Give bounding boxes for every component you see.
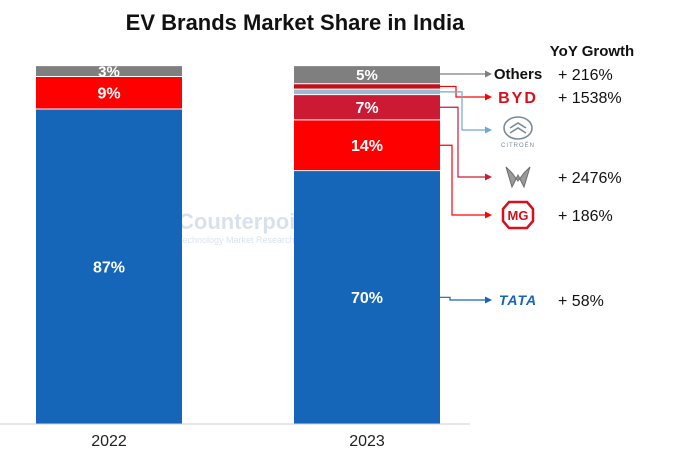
yoy-header: YoY Growth — [550, 43, 634, 60]
bar-segment-tata-2022 — [36, 109, 182, 424]
x-tick-labels: 2022 2023 — [91, 433, 385, 450]
brand-name-others: Others — [494, 66, 542, 83]
bar-segment-tata-2023 — [294, 170, 440, 424]
connector-tata — [440, 296, 485, 301]
arrow-head-icon — [485, 173, 492, 181]
watermark-tagline: Technology Market Research — [178, 235, 295, 245]
mg-octagon-icon — [501, 200, 535, 230]
brand-byd: BYD + 1538% — [498, 90, 622, 107]
yoy-growth-others: + 216% — [558, 67, 613, 84]
brand-mg: MG + 186% — [501, 200, 613, 230]
bars-layer: 87%9%3%70%14%7%5% — [36, 63, 440, 424]
connector-mg — [440, 144, 485, 216]
connector-citroen — [440, 91, 485, 131]
brand-mahindra: + 2476% — [505, 166, 622, 189]
arrow-head-icon — [485, 93, 492, 101]
connector-mahindra — [440, 106, 485, 178]
data-label-tata-2023: 70% — [351, 290, 383, 307]
connectors-layer — [440, 70, 492, 304]
brand-tata: TATA + 58% — [499, 292, 604, 310]
brand-citroen: CITROËN — [501, 116, 535, 149]
yoy-growth-tata: + 58% — [558, 293, 604, 310]
bar-segment-mg-2022 — [36, 76, 182, 110]
citroen-emblem-icon — [503, 116, 533, 140]
tata-logo: TATA — [499, 292, 537, 308]
mg-wordmark: MG — [508, 208, 529, 223]
yoy-growth-mahindra: + 2476% — [558, 170, 622, 187]
citroen-wordmark: CITROËN — [501, 142, 535, 149]
data-label-others-2023: 5% — [356, 67, 378, 84]
bar-segment-others-2023 — [294, 65, 440, 84]
arrow-head-icon — [485, 126, 492, 134]
data-label-mg-2022: 9% — [97, 86, 120, 103]
brand-others: Others + 216% — [494, 66, 613, 84]
x-tick-label-2023: 2023 — [349, 433, 385, 450]
chart-title: EV Brands Market Share in India — [126, 10, 465, 35]
yoy-legend: Others + 216% BYD + 1538% CITROËN + 2476% MG + … — [494, 66, 622, 310]
watermark-name: Counterpoint — [178, 209, 317, 234]
mahindra-logo — [505, 166, 531, 189]
bar-segment-others-2022 — [36, 65, 182, 77]
data-label-mahindra-2023: 7% — [355, 100, 378, 117]
yoy-growth-mg: + 186% — [558, 208, 613, 225]
yoy-growth-byd: + 1538% — [558, 90, 622, 107]
arrow-head-icon — [485, 70, 492, 78]
bar-segment-mahindra-2023 — [294, 94, 440, 120]
citroen-chevrons-icon — [509, 122, 527, 134]
arrow-head-icon — [485, 296, 492, 304]
bar-segment-byd-2023 — [294, 83, 440, 90]
mg-logo: MG — [501, 200, 535, 230]
bar-segment-citroen-2023 — [294, 89, 440, 95]
data-label-mg-2023: 14% — [351, 138, 383, 155]
byd-logo: BYD — [498, 90, 538, 107]
data-label-tata-2022: 87% — [93, 259, 125, 276]
bar-segment-mg-2023 — [294, 119, 440, 171]
arrow-head-icon — [485, 211, 492, 219]
citroen-logo: CITROËN — [501, 116, 535, 149]
x-tick-label-2022: 2022 — [91, 433, 127, 450]
